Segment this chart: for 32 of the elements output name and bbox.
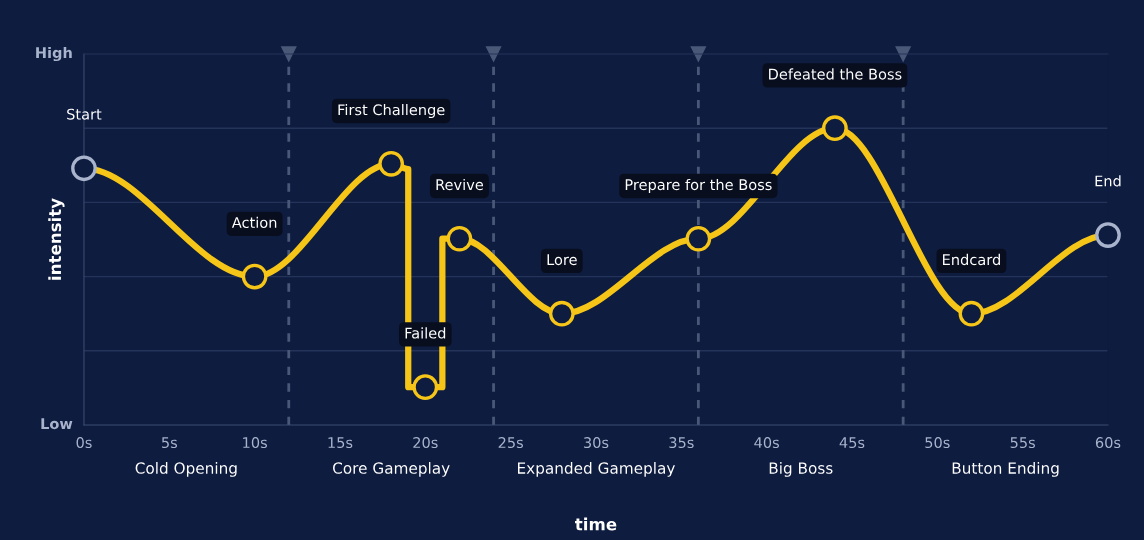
text: First Challenge [338, 103, 445, 119]
text: Button Ending [952, 462, 1059, 477]
x-tick-label: 0s [76, 437, 92, 449]
annotation: End [1095, 175, 1121, 187]
text: Big Boss [769, 462, 833, 477]
annotation: Endcard [943, 253, 1000, 266]
x-axis-title: time [575, 517, 617, 531]
annotation: Revive [436, 178, 484, 191]
text: Low [41, 418, 73, 430]
x-tick-label: 20s [413, 437, 438, 449]
x-tick-label: 35s [669, 437, 694, 449]
text: Defeated the Boss [769, 68, 902, 80]
annotation: Prepare for the Boss [625, 178, 772, 194]
y-axis-title: intensity [48, 198, 65, 280]
annotation: Failed [405, 327, 446, 339]
x-tick-label: 55s [1010, 437, 1035, 449]
x-tick-label: 60s [1095, 437, 1121, 449]
text: Expanded Gameplay [518, 462, 675, 477]
x-tick-label: 30s [584, 437, 609, 449]
x-tick-label: 25s [498, 437, 523, 449]
text: Start [67, 108, 102, 120]
x-tick-label: 10s [243, 437, 267, 449]
text: Cold Opening [135, 462, 237, 477]
text: High [36, 46, 72, 62]
x-tick-label: 45s [839, 437, 865, 449]
x-tick-label: 50s [925, 437, 950, 449]
text: Core Gameplay [333, 462, 450, 477]
x-tick-label: 15s [328, 437, 353, 449]
annotation: Action [231, 216, 277, 229]
x-tick-label: 5s [161, 437, 178, 449]
x-tick-label: 40s [754, 437, 779, 449]
annotation: Lore [547, 254, 577, 266]
